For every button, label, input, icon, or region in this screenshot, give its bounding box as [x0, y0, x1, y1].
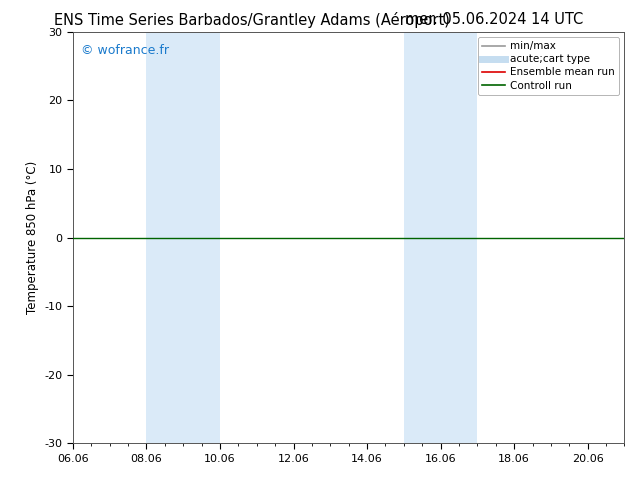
Text: mer. 05.06.2024 14 UTC: mer. 05.06.2024 14 UTC [405, 12, 583, 27]
Text: © wofrance.fr: © wofrance.fr [81, 44, 169, 57]
Legend: min/max, acute;cart type, Ensemble mean run, Controll run: min/max, acute;cart type, Ensemble mean … [478, 37, 619, 95]
Bar [146, 32, 220, 443]
Y-axis label: Temperature 850 hPa (°C): Temperature 850 hPa (°C) [26, 161, 39, 314]
Bar [404, 32, 477, 443]
Text: ENS Time Series Barbados/Grantley Adams (Aéroport): ENS Time Series Barbados/Grantley Adams … [54, 12, 450, 28]
